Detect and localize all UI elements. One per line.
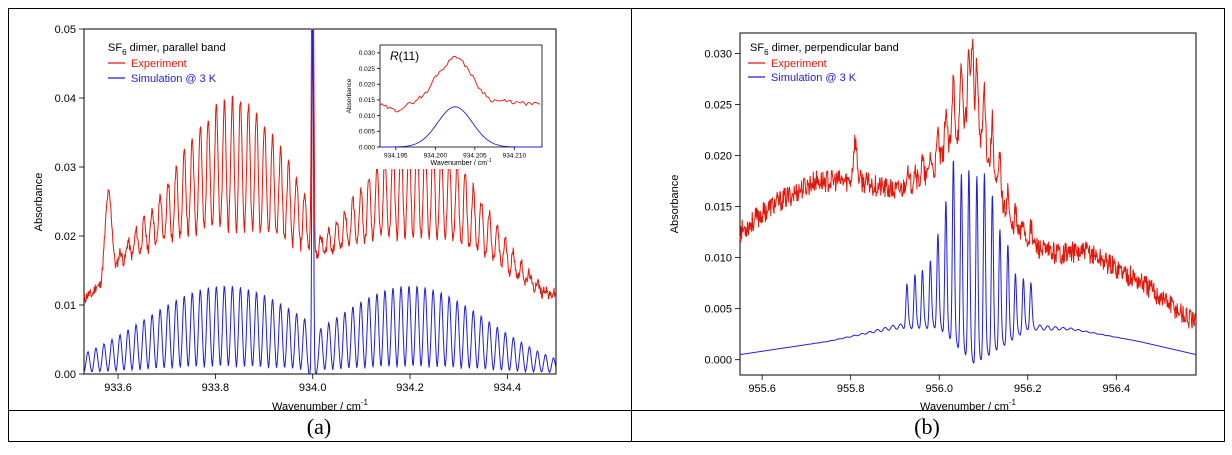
inset-simulation-line: [379, 106, 542, 148]
inset-y-tick-label: 0.010: [359, 113, 376, 120]
inset-y-tick-label: 0.000: [359, 144, 376, 151]
inset-x-tick-label: 934.195: [384, 153, 408, 160]
panel-b-y-axis-label: Absorbance: [669, 175, 681, 234]
caption-b: (b): [914, 414, 940, 439]
inset-y-ticks: 0.000 0.005 0.010 0.015 0.020 0.025 0.030: [359, 50, 380, 151]
caption-a: (a): [307, 414, 331, 439]
panel-a-y-tick-label: 0.05: [55, 24, 76, 36]
panel-b-x-tick-label: 955.6: [748, 383, 776, 395]
panel-a-x-tick-label: 934.0: [299, 382, 327, 394]
panel-b-y-tick-label: 0.020: [704, 150, 732, 162]
panel-b-traces: [739, 38, 1197, 364]
inset-y-tick-label: 0.015: [359, 97, 376, 104]
panel-a-inset: 0.000 0.005 0.010 0.015 0.020 0.025 0.030 934.…: [346, 39, 547, 169]
inset-x-tick-label: 934.205: [463, 153, 487, 160]
panel-a: 0.00 0.01 0.02 0.03 0.04 0.05 933.6 933.8 934.0…: [33, 24, 557, 413]
panel-a-y-tick-label: 0.00: [55, 369, 76, 381]
panel-b-y-tick-label: 0.000: [704, 355, 732, 367]
inset-y-tick-label: 0.025: [359, 66, 376, 73]
inset-label: R(11): [390, 49, 419, 63]
panel-a-legend-experiment-label: Experiment: [131, 58, 187, 70]
panel-a-chart-title: SF6 dimer, parallel band: [108, 42, 226, 57]
simulation-line: [739, 160, 1196, 364]
panel-b-x-axis-label: Wavenumber / cm-1: [920, 398, 1017, 413]
panel-a-y-tick-label: 0.04: [55, 93, 76, 105]
panel-a-y-tick-label: 0.03: [55, 162, 76, 174]
panel-b-chart-title: SF6 dimer, perpendicular band: [750, 42, 899, 57]
panel-a-x-tick-label: 934.2: [396, 382, 424, 394]
panel-b-legend-experiment-label: Experiment: [771, 58, 827, 70]
panel-a-traces: [83, 28, 557, 375]
panel-b-plot-frame: [739, 32, 1197, 376]
inset-plot-frame: [379, 44, 543, 148]
panel-b-y-tick-label: 0.025: [704, 99, 732, 111]
inset-background: [348, 39, 547, 169]
panel-b-y-tick-label: 0.010: [704, 252, 732, 264]
panel-b: 0.000 0.005 0.010 0.015 0.020 0.025 0.030 955.…: [669, 32, 1197, 413]
panel-a-x-tick-label: 933.8: [202, 382, 230, 394]
inset-x-tick-label: 934.200: [424, 153, 448, 160]
panel-b-y-ticks: 0.000 0.005 0.010 0.015 0.020 0.025 0.030: [704, 48, 740, 367]
inset-y-tick-label: 0.030: [359, 50, 376, 57]
inset-traces: [379, 55, 542, 148]
inset-y-axis-label: Absorbance: [346, 78, 353, 113]
experiment-line: [83, 28, 557, 304]
panel-b-x-tick-label: 956.4: [1103, 383, 1131, 395]
panel-a-x-axis-label: Wavenumber / cm-1: [272, 398, 369, 413]
panel-a-x-tick-label: 934.4: [494, 382, 522, 394]
inset-x-axis-label: Wavenumber / cm-1: [431, 158, 492, 167]
panel-a-x-ticks: 933.6 933.8 934.0 934.2 934.4: [104, 374, 521, 394]
inset-x-ticks: 934.195 934.200 934.205 934.210: [384, 147, 526, 160]
panel-b-legend-simulation-label: Simulation @ 3 K: [771, 72, 857, 84]
simulation-line: [83, 28, 557, 375]
inset-y-tick-label: 0.020: [359, 82, 376, 89]
inset-y-tick-label: 0.005: [359, 129, 376, 136]
panel-a-y-tick-label: 0.01: [55, 300, 76, 312]
panel-a-y-axis-label: Absorbance: [33, 173, 45, 232]
panel-b-y-tick-label: 0.030: [704, 48, 732, 60]
panel-a-y-tick-label: 0.02: [55, 231, 76, 243]
panel-b-y-tick-label: 0.005: [704, 303, 732, 315]
table-frame: [8, 8, 1225, 442]
inset-x-tick-label: 934.210: [503, 153, 527, 160]
inset-experiment-line: [379, 55, 541, 113]
panel-a-legend-simulation-label: Simulation @ 3 K: [131, 73, 217, 85]
panel-a-plot-frame: [83, 28, 557, 375]
panel-b-x-ticks: 955.6 955.8 956.0 956.2 956.4: [748, 375, 1130, 395]
experiment-line: [739, 38, 1197, 329]
panel-b-y-tick-label: 0.015: [704, 201, 732, 213]
panel-a-x-tick-label: 933.6: [104, 382, 132, 394]
panel-a-y-ticks: 0.00 0.01 0.02 0.03 0.04 0.05: [55, 24, 84, 381]
panel-b-x-tick-label: 956.0: [925, 383, 953, 395]
panel-b-x-tick-label: 955.8: [837, 383, 865, 395]
panel-b-x-tick-label: 956.2: [1014, 383, 1042, 395]
